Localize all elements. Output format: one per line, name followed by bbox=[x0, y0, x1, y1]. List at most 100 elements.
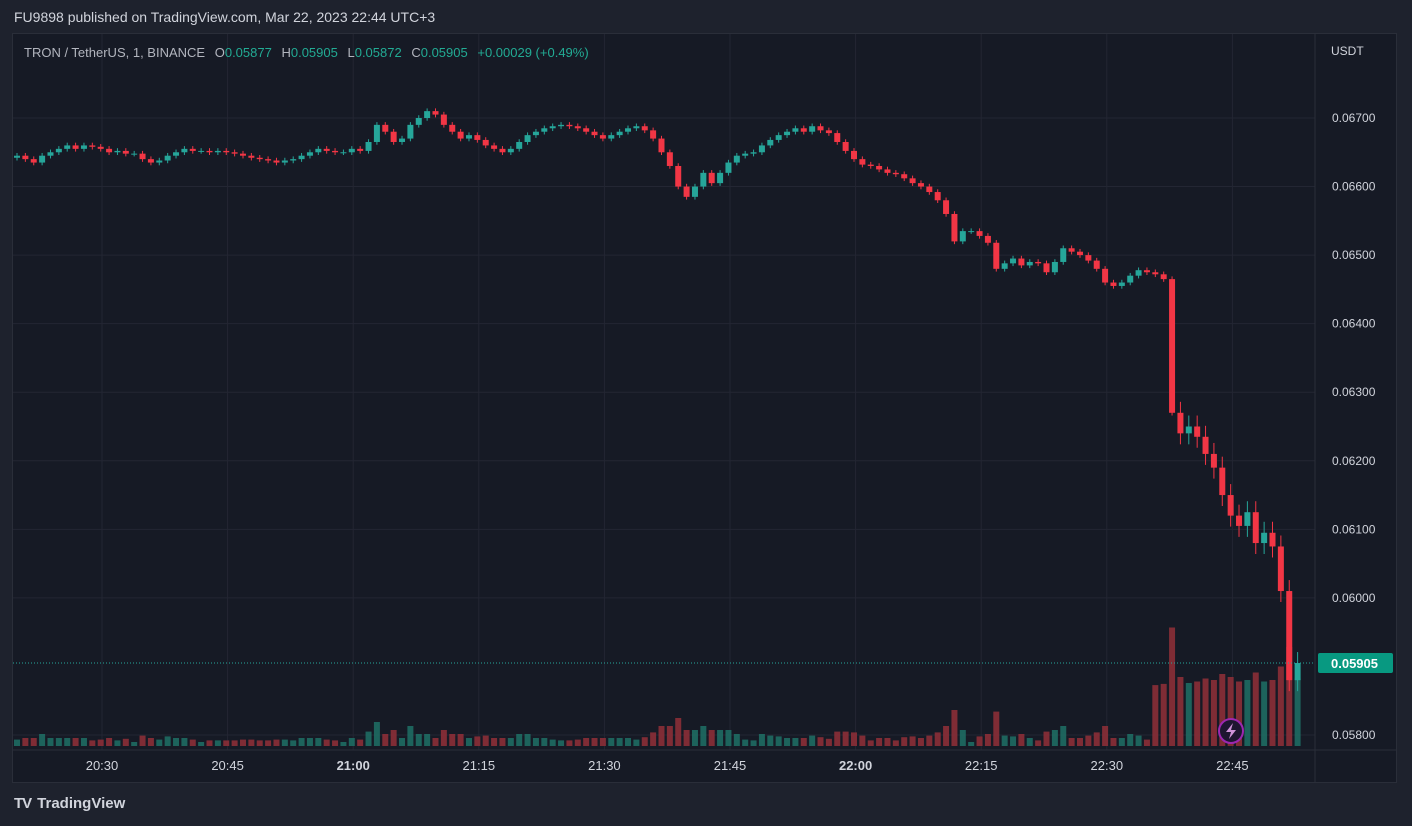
tradingview-brand[interactable]: TV TradingView bbox=[14, 795, 125, 812]
volume-bar bbox=[323, 739, 330, 746]
volume-bar bbox=[683, 730, 690, 746]
volume-bar bbox=[72, 738, 79, 746]
candle-body bbox=[775, 135, 782, 140]
candle-body bbox=[1110, 282, 1117, 286]
candle-body bbox=[1169, 279, 1176, 413]
candle-body bbox=[474, 135, 481, 140]
volume-bar bbox=[181, 738, 188, 746]
time-tick-label: 22:45 bbox=[1216, 758, 1249, 773]
volume-bar bbox=[1060, 726, 1067, 746]
volume-bar bbox=[1202, 678, 1209, 746]
volume-bar bbox=[625, 738, 632, 746]
volume-bar bbox=[767, 735, 774, 746]
candle-body bbox=[30, 159, 37, 163]
volume-bar bbox=[775, 736, 782, 746]
volume-bar bbox=[641, 737, 648, 746]
volume-bar bbox=[532, 738, 539, 746]
volume-bars bbox=[14, 627, 1301, 746]
candle-body bbox=[867, 164, 874, 166]
volume-bar bbox=[332, 740, 339, 746]
price-tick-label: 0.06000 bbox=[1332, 591, 1376, 605]
volume-bar bbox=[1026, 738, 1033, 746]
candle-body bbox=[214, 150, 221, 153]
price-tick-label: 0.06500 bbox=[1332, 248, 1376, 262]
volume-bar bbox=[800, 738, 807, 746]
candle-body bbox=[1135, 270, 1142, 276]
volume-bar bbox=[758, 734, 765, 746]
volume-bar bbox=[859, 735, 866, 746]
candle-body bbox=[248, 155, 255, 158]
volume-bar bbox=[265, 740, 272, 746]
time-tick-label: 21:45 bbox=[714, 758, 747, 773]
candle-body bbox=[89, 145, 96, 147]
flash-icon[interactable] bbox=[1218, 718, 1244, 744]
volume-bar bbox=[1210, 680, 1217, 746]
volume-bar bbox=[1093, 732, 1100, 746]
candle-body bbox=[943, 200, 950, 214]
candle-body bbox=[1060, 248, 1067, 262]
candle-body bbox=[97, 146, 104, 149]
candle-body bbox=[1001, 263, 1008, 269]
candle-body bbox=[725, 162, 732, 173]
volume-bar bbox=[1035, 740, 1042, 746]
volume-bar bbox=[842, 731, 849, 746]
candle-body bbox=[926, 186, 933, 193]
volume-bar bbox=[214, 740, 221, 746]
candle-body bbox=[1102, 268, 1109, 283]
volume-bar bbox=[700, 726, 707, 746]
volume-bar bbox=[1244, 680, 1251, 746]
volume-bar bbox=[1143, 739, 1150, 746]
last-price-badge: 0.05905 bbox=[1318, 653, 1393, 674]
volume-bar bbox=[474, 736, 481, 746]
candle-body bbox=[181, 148, 188, 153]
volume-bar bbox=[926, 735, 933, 746]
candle-body bbox=[332, 150, 339, 153]
candle-body bbox=[173, 152, 180, 156]
candle-body bbox=[114, 150, 121, 153]
candle-body bbox=[457, 131, 464, 139]
publish-info: FU9898 published on TradingView.com, Mar… bbox=[14, 9, 436, 25]
candle-body bbox=[415, 118, 422, 125]
volume-bar bbox=[1102, 726, 1109, 746]
volume-bar bbox=[1018, 734, 1025, 746]
volume-bar bbox=[993, 711, 1000, 746]
candle-body bbox=[549, 126, 556, 129]
open-value: 0.05877 bbox=[224, 45, 272, 60]
candle-body bbox=[650, 130, 657, 139]
candle-body bbox=[147, 159, 154, 163]
candle-body bbox=[139, 153, 146, 160]
candle-body bbox=[625, 128, 632, 132]
price-tick-label: 0.06400 bbox=[1332, 317, 1376, 331]
volume-bar bbox=[825, 738, 832, 746]
low-value: 0.05872 bbox=[354, 45, 402, 60]
volume-bar bbox=[298, 738, 305, 746]
price-tick-label: 0.06700 bbox=[1332, 111, 1376, 125]
price-tick-label: 0.06200 bbox=[1332, 454, 1376, 468]
last-price-label: 0.05905 bbox=[1331, 656, 1378, 671]
volume-bar bbox=[440, 730, 447, 746]
volume-bar bbox=[491, 738, 498, 746]
volume-bar bbox=[733, 734, 740, 746]
volume-bar bbox=[97, 739, 104, 746]
candle-body bbox=[524, 135, 531, 142]
candle-body bbox=[976, 231, 983, 236]
volume-bar bbox=[407, 726, 414, 746]
candle-body bbox=[758, 145, 765, 153]
volume-bar bbox=[959, 730, 966, 746]
volume-bar bbox=[131, 742, 138, 746]
price-tick-label: 0.05800 bbox=[1332, 728, 1376, 742]
candle-body bbox=[558, 124, 565, 127]
volume-bar bbox=[867, 740, 874, 746]
volume-bar bbox=[717, 730, 724, 746]
volume-bar bbox=[306, 738, 313, 746]
price-tick-label: 0.06100 bbox=[1332, 522, 1376, 536]
candle-body bbox=[1043, 263, 1050, 273]
volume-bar bbox=[1127, 734, 1134, 746]
candle-body bbox=[365, 141, 372, 151]
candle-body bbox=[290, 159, 297, 161]
volume-bar bbox=[608, 738, 615, 746]
volume-bar bbox=[524, 734, 531, 746]
candle-body bbox=[449, 124, 456, 132]
volume-bar bbox=[47, 738, 54, 746]
